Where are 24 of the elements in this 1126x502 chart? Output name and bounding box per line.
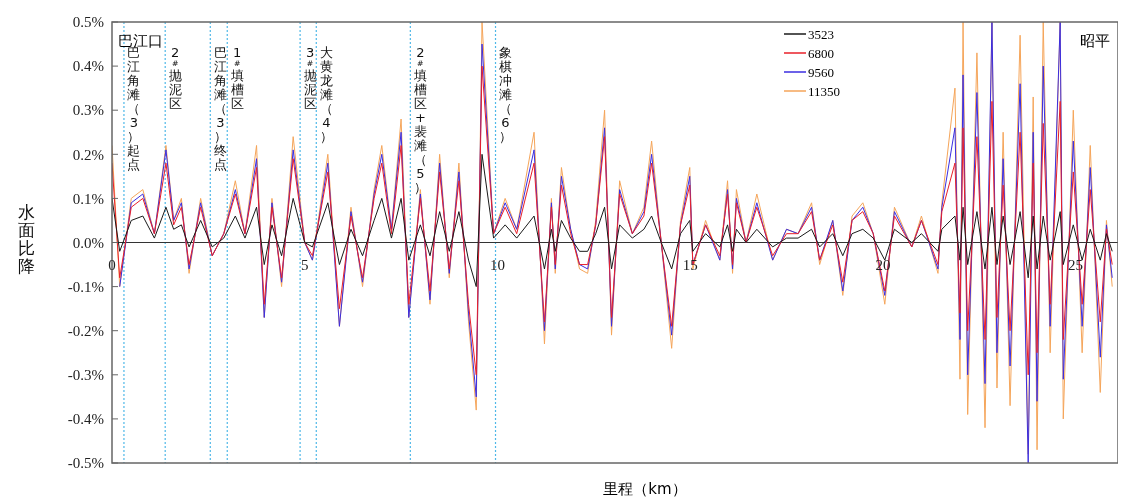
ref-line-label: 象棋冲滩（6） xyxy=(499,45,513,144)
legend-label: 11350 xyxy=(808,83,841,99)
text: 巴江角滩（3）终点 xyxy=(213,45,227,172)
y-tick-label: -0.2% xyxy=(67,322,104,339)
x-tick-label: 5 xyxy=(300,256,309,273)
ref-line-label: 大黄龙滩（4） xyxy=(319,45,333,144)
y-tick-label: -0.4% xyxy=(67,411,104,428)
legend-label: 6800 xyxy=(808,45,834,61)
y-tick-label: 0.2% xyxy=(72,146,104,163)
y-axis-title: 水面比降 xyxy=(17,201,35,276)
x-axis-title: 里程（km） xyxy=(603,480,687,498)
annotation: 昭平 xyxy=(1080,32,1110,50)
y-tick-label: 0.3% xyxy=(72,102,104,119)
y-tick-label: -0.3% xyxy=(67,367,104,384)
y-tick-label: 0.4% xyxy=(72,58,104,75)
y-tick-label: -0.5% xyxy=(67,455,104,472)
y-tick-label: 0.0% xyxy=(72,234,104,251)
legend-label: 9560 xyxy=(808,64,834,80)
x-tick-label: 10 xyxy=(489,256,505,273)
legend-label: 3523 xyxy=(808,26,834,42)
y-tick-label: -0.1% xyxy=(67,278,104,295)
y-tick-label: 0.1% xyxy=(72,190,104,207)
y-tick-label: 0.5% xyxy=(72,14,104,31)
x-tick-label: 0 xyxy=(108,256,116,273)
